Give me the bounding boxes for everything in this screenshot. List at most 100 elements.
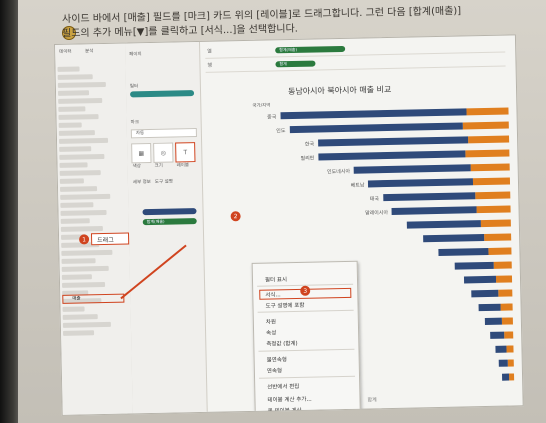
bar-north-asia[interactable]: [476, 205, 511, 214]
sidebar-field[interactable]: [58, 137, 109, 144]
sidebar-field[interactable]: [59, 146, 92, 152]
bar-southeast-asia[interactable]: [280, 108, 467, 120]
menu-measure[interactable]: 측정값 (합계): [266, 340, 298, 348]
sidebar-field[interactable]: [62, 321, 111, 328]
sidebar-field[interactable]: [59, 178, 84, 184]
menu-separator: [259, 375, 356, 379]
bar-north-asia[interactable]: [488, 247, 512, 255]
sidebar-field[interactable]: [62, 306, 85, 312]
menu-add-table-calc[interactable]: 테이블 계산 추가...: [267, 396, 312, 404]
marks-pill[interactable]: [142, 208, 197, 216]
size-button[interactable]: ◎: [153, 142, 174, 163]
sidebar-field[interactable]: [62, 281, 106, 288]
tableau-screenshot: 데이터 분석 매출 페이지 필터 마크 자동 ▦ ◎ T 색상 크기 레이블 세…: [54, 34, 524, 416]
sidebar-field[interactable]: [57, 90, 90, 96]
sidebar-field[interactable]: [61, 265, 109, 272]
callout-2: 2: [230, 211, 241, 222]
bar-southeast-asia[interactable]: [495, 345, 507, 353]
bar-southeast-asia[interactable]: [438, 247, 489, 256]
sidebar-field[interactable]: [57, 66, 80, 72]
bar-north-asia[interactable]: [484, 233, 512, 242]
bar-southeast-asia[interactable]: [289, 122, 463, 134]
sidebar-field[interactable]: [61, 258, 96, 264]
label-button[interactable]: T: [175, 142, 196, 163]
bar-southeast-asia[interactable]: [478, 303, 501, 312]
bar-north-asia[interactable]: [500, 303, 513, 311]
sidebar-field-sales[interactable]: 매출: [72, 296, 81, 302]
bar-southeast-asia[interactable]: [422, 234, 485, 243]
bar-north-asia[interactable]: [480, 219, 511, 228]
sidebar-field[interactable]: [58, 98, 103, 104]
menu-dimension[interactable]: 차원: [265, 319, 277, 326]
rows-pill[interactable]: 합계: [275, 60, 316, 68]
tab-analysis[interactable]: 분석: [85, 49, 94, 55]
menu-include-tooltip[interactable]: 도구 설명에 포함: [265, 302, 305, 310]
bar-north-asia[interactable]: [508, 373, 515, 381]
tab-data[interactable]: 데이터: [59, 49, 72, 55]
bar-north-asia[interactable]: [504, 331, 514, 339]
sidebar-field[interactable]: [57, 81, 106, 88]
sidebar-field[interactable]: [59, 162, 88, 168]
sidebar-field[interactable]: [58, 114, 99, 120]
menu-format[interactable]: 서식...: [265, 292, 281, 299]
bar-north-asia[interactable]: [472, 177, 511, 186]
bar-southeast-asia[interactable]: [455, 261, 495, 270]
sidebar-field[interactable]: [60, 226, 103, 232]
sidebar-field[interactable]: [61, 274, 92, 280]
bar-southeast-asia[interactable]: [391, 206, 478, 215]
menu-continuous[interactable]: 연속형: [266, 368, 283, 375]
bar-north-asia[interactable]: [462, 121, 509, 130]
filters-label: 필터: [129, 84, 139, 90]
sidebar-field[interactable]: [60, 209, 107, 216]
marks-label: 마크: [130, 120, 140, 126]
marks-type-select[interactable]: 자동: [130, 128, 197, 139]
menu-discrete[interactable]: 불연속형: [266, 357, 287, 364]
bar-north-asia[interactable]: [474, 191, 511, 200]
bar-southeast-asia[interactable]: [464, 275, 497, 284]
sidebar-field[interactable]: [59, 170, 101, 176]
bar-southeast-asia[interactable]: [318, 150, 466, 161]
bar-north-asia[interactable]: [506, 345, 514, 353]
sidebar-field[interactable]: [62, 314, 98, 320]
bar-north-asia[interactable]: [498, 289, 513, 297]
bar-north-asia[interactable]: [470, 163, 510, 172]
filter-pill[interactable]: [130, 90, 195, 98]
sidebar-field[interactable]: [58, 122, 82, 128]
sidebar-field[interactable]: [59, 186, 98, 192]
sidebar-field[interactable]: [61, 249, 113, 256]
color-button[interactable]: ▦: [131, 142, 152, 164]
bar-southeast-asia[interactable]: [501, 373, 509, 381]
sidebar-field[interactable]: [57, 74, 93, 80]
bar-southeast-asia[interactable]: [353, 164, 471, 174]
menu-edit-in-shelf[interactable]: 선반에서 편집: [267, 383, 300, 391]
bar-southeast-asia[interactable]: [498, 359, 508, 367]
bar-north-asia[interactable]: [465, 107, 509, 116]
bar-southeast-asia[interactable]: [382, 192, 475, 202]
menu-show-filter[interactable]: 필터 표시: [264, 277, 288, 284]
bar-southeast-asia[interactable]: [484, 317, 503, 326]
bar-southeast-asia[interactable]: [490, 331, 505, 339]
bar-southeast-asia[interactable]: [471, 289, 499, 298]
x-axis-title: 합계: [367, 397, 377, 404]
bar-north-asia[interactable]: [502, 317, 513, 325]
bar-southeast-asia[interactable]: [368, 178, 473, 188]
sidebar-field[interactable]: [60, 218, 90, 224]
menu-attribute[interactable]: 속성: [266, 330, 277, 337]
bar-southeast-asia[interactable]: [406, 220, 481, 229]
bar-southeast-asia[interactable]: [317, 136, 469, 147]
sidebar-field[interactable]: [58, 130, 95, 136]
bar-north-asia[interactable]: [496, 275, 513, 283]
columns-pill[interactable]: 합계(매출): [275, 45, 346, 54]
bar-north-asia[interactable]: [493, 261, 512, 269]
sidebar-field[interactable]: [60, 202, 94, 208]
bar-north-asia[interactable]: [468, 135, 510, 144]
sidebar-field[interactable]: [63, 330, 95, 336]
sidebar-field[interactable]: [59, 153, 105, 160]
bar-north-asia[interactable]: [507, 359, 514, 367]
category-label: 인도: [276, 128, 286, 135]
sidebar-field[interactable]: [60, 193, 111, 200]
sidebar-field[interactable]: [58, 106, 86, 112]
drag-pill-sum-sales[interactable]: 합계(매출): [142, 218, 197, 226]
category-label: 필리핀: [300, 155, 315, 162]
bar-north-asia[interactable]: [465, 149, 510, 158]
